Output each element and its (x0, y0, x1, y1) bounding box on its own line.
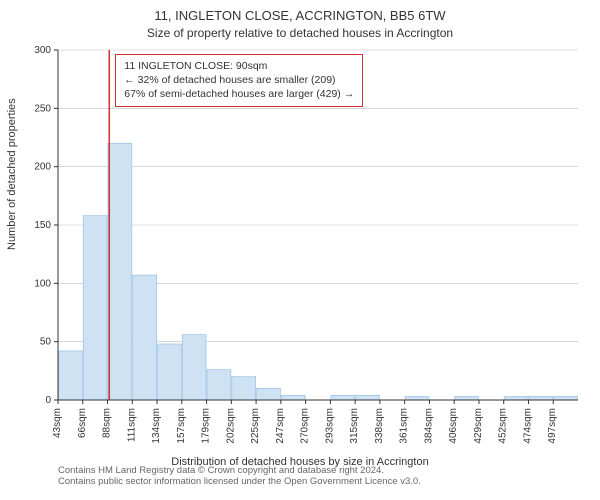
svg-text:474sqm: 474sqm (522, 408, 533, 444)
chart-container: 11, INGLETON CLOSE, ACCRINGTON, BB5 6TW … (0, 0, 600, 500)
svg-text:66sqm: 66sqm (77, 408, 88, 438)
attribution-line-1: Contains HM Land Registry data © Crown c… (58, 465, 384, 476)
svg-text:270sqm: 270sqm (300, 408, 311, 444)
chart-subtitle: Size of property relative to detached ho… (0, 26, 600, 40)
svg-text:111sqm: 111sqm (126, 408, 137, 442)
svg-text:429sqm: 429sqm (473, 408, 484, 444)
svg-text:293sqm: 293sqm (324, 408, 335, 444)
histogram-bar (331, 395, 355, 400)
histogram-bar (133, 275, 157, 400)
histogram-bar (182, 335, 206, 400)
info-line-2: ← 32% of detached houses are smaller (20… (124, 73, 354, 87)
svg-text:361sqm: 361sqm (399, 408, 410, 444)
histogram-bar (529, 397, 553, 401)
histogram-bar (554, 397, 578, 401)
svg-text:225sqm: 225sqm (250, 408, 261, 444)
svg-text:179sqm: 179sqm (201, 408, 212, 444)
histogram-bar (59, 351, 83, 400)
svg-text:200: 200 (34, 162, 51, 173)
attribution-line-2: Contains public sector information licen… (58, 476, 421, 487)
histogram-bar (207, 370, 231, 400)
svg-text:338sqm: 338sqm (374, 408, 385, 444)
chart-title: 11, INGLETON CLOSE, ACCRINGTON, BB5 6TW (0, 8, 600, 23)
svg-text:100: 100 (34, 278, 51, 289)
attribution-text: Contains HM Land Registry data © Crown c… (58, 466, 421, 488)
svg-text:150: 150 (34, 220, 51, 231)
svg-text:43sqm: 43sqm (52, 408, 63, 438)
info-line-3: 67% of semi-detached houses are larger (… (124, 87, 354, 101)
svg-text:247sqm: 247sqm (275, 408, 286, 444)
histogram-bar (455, 397, 479, 401)
svg-text:88sqm: 88sqm (102, 408, 113, 438)
svg-text:406sqm: 406sqm (448, 408, 459, 444)
histogram-bar (257, 388, 281, 400)
svg-text:134sqm: 134sqm (151, 408, 162, 444)
property-info-box: 11 INGLETON CLOSE: 90sqm ← 32% of detach… (115, 54, 363, 107)
svg-text:384sqm: 384sqm (423, 408, 434, 444)
svg-text:0: 0 (45, 395, 51, 406)
svg-text:497sqm: 497sqm (547, 408, 558, 444)
histogram-bar (158, 344, 182, 400)
histogram-bar (281, 395, 305, 400)
histogram-bar (356, 395, 380, 400)
svg-text:202sqm: 202sqm (225, 408, 236, 444)
histogram-bar (83, 216, 107, 400)
svg-text:157sqm: 157sqm (176, 408, 187, 444)
svg-text:250: 250 (34, 103, 51, 114)
svg-text:452sqm: 452sqm (498, 408, 509, 444)
svg-text:50: 50 (40, 337, 52, 348)
chart-svg: 05010015020025030043sqm66sqm88sqm111sqm1… (58, 50, 578, 440)
histogram-bar (405, 397, 429, 401)
svg-text:300: 300 (34, 45, 51, 56)
y-axis-label: Number of detached properties (6, 98, 18, 250)
info-line-1: 11 INGLETON CLOSE: 90sqm (124, 59, 354, 73)
histogram-bar (108, 143, 132, 400)
histogram-bar (232, 377, 256, 400)
histogram-bar (504, 397, 528, 401)
svg-text:315sqm: 315sqm (349, 408, 360, 444)
